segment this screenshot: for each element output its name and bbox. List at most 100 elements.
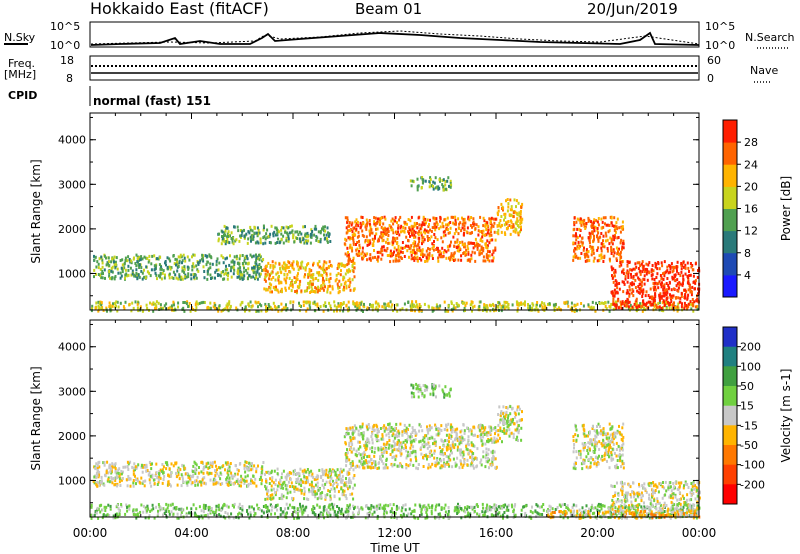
power-cell <box>432 180 435 184</box>
power-cell <box>453 259 455 262</box>
power-cell <box>168 265 171 269</box>
power-cell <box>246 241 249 245</box>
velocity-cell <box>126 460 129 464</box>
velocity-cell <box>172 507 175 511</box>
velocity-cell <box>120 472 123 476</box>
power-cell <box>652 300 655 303</box>
power-cell <box>649 287 652 291</box>
velocity-cell <box>313 506 316 510</box>
power-cell <box>381 253 384 257</box>
power-cell <box>323 270 325 274</box>
velocity-cell <box>180 513 182 517</box>
power-cell <box>635 299 638 303</box>
power-cell <box>259 255 262 259</box>
velocity-cell <box>195 507 198 511</box>
power-cell <box>573 223 576 227</box>
power-cell <box>500 215 503 218</box>
velocity-cell <box>447 509 450 513</box>
power-cell <box>505 305 508 309</box>
velocity-cell <box>329 503 332 507</box>
power-cell <box>503 306 506 310</box>
power-cell <box>93 275 95 279</box>
power-cell <box>435 303 438 307</box>
power-cell <box>410 253 413 257</box>
power-cell <box>177 277 180 281</box>
power-cell <box>207 267 210 271</box>
power-cell <box>260 304 263 308</box>
velocity-cell <box>165 467 168 471</box>
velocity-cell <box>345 516 348 520</box>
velocity-cell <box>395 504 398 508</box>
power-cell <box>596 259 599 263</box>
power-cell <box>641 295 644 298</box>
velocity-cell <box>111 481 114 485</box>
power-cell <box>535 305 538 309</box>
power-cell <box>421 250 424 254</box>
power-cell <box>612 280 615 284</box>
power-cell <box>665 305 668 309</box>
power-cell <box>483 219 486 223</box>
power-cell <box>485 255 488 259</box>
power-cell <box>202 300 205 304</box>
power-cell <box>265 307 268 310</box>
power-cell <box>269 232 272 236</box>
velocity-cell <box>95 511 98 515</box>
velocity-cell <box>310 480 313 484</box>
power-cell <box>637 276 640 280</box>
power-cell <box>659 274 662 277</box>
velocity-cell <box>198 480 201 484</box>
power-cell <box>330 264 333 268</box>
power-cell <box>610 265 613 269</box>
power-cell <box>575 220 578 224</box>
power-cell <box>98 306 101 310</box>
power-cell <box>362 304 365 308</box>
power-cell <box>176 260 179 264</box>
power-cell <box>356 220 359 224</box>
power-cell <box>125 272 128 276</box>
power-cell <box>192 272 195 276</box>
velocity-cell <box>352 476 355 480</box>
velocity-cell <box>440 506 443 510</box>
power-cell <box>110 269 113 273</box>
power-cell <box>497 305 500 309</box>
power-cell <box>660 296 663 300</box>
velocity-cell <box>202 503 205 507</box>
power-cell <box>280 289 283 293</box>
power-cell <box>422 215 425 219</box>
power-cell <box>499 219 502 222</box>
velocity-cell <box>177 468 180 472</box>
velocity-cell <box>225 481 228 485</box>
power-cell <box>183 256 186 260</box>
power-cell <box>411 251 414 254</box>
power-cell <box>160 277 163 281</box>
power-cell <box>626 280 629 284</box>
power-cell <box>251 266 254 270</box>
velocity-cell <box>293 490 296 493</box>
power-cell <box>431 257 434 260</box>
power-cell <box>304 273 306 277</box>
power-cell <box>223 239 226 243</box>
power-cell <box>444 183 447 187</box>
velocity-cell <box>534 509 537 513</box>
power-cell <box>453 244 456 248</box>
power-cell <box>355 302 358 306</box>
y-tick-label: 1000 <box>58 267 86 280</box>
power-cell <box>416 248 419 252</box>
power-cell <box>202 265 205 269</box>
power-cell <box>175 263 177 267</box>
velocity-cell <box>114 482 117 486</box>
velocity-cell <box>157 476 160 479</box>
velocity-cell <box>200 470 203 474</box>
power-cell <box>306 273 309 277</box>
power-cell <box>254 277 256 281</box>
power-cell <box>136 256 139 260</box>
velocity-cell <box>103 505 106 509</box>
velocity-cell <box>233 474 236 478</box>
velocity-cell <box>284 475 287 479</box>
velocity-cell <box>478 513 481 516</box>
power-cell <box>420 231 423 235</box>
velocity-cell <box>224 516 227 520</box>
velocity-cell <box>404 508 407 512</box>
power-cell <box>541 301 543 305</box>
velocity-cell <box>303 508 306 512</box>
